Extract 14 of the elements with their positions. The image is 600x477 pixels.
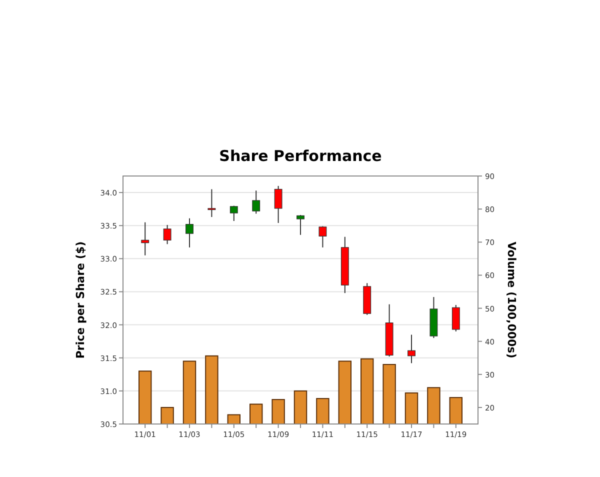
y2-axis-title: Volume (100,000s) [505, 242, 518, 358]
candlestick [163, 224, 172, 245]
candlestick [141, 222, 150, 256]
candlestick [252, 190, 260, 214]
candlestick [296, 214, 304, 236]
candlestick [230, 205, 238, 222]
candlestick [318, 226, 327, 248]
candlestick [452, 304, 460, 332]
y-axis-title: Price per Share ($) [74, 241, 87, 359]
candlestick [408, 334, 416, 364]
candlestick [208, 188, 216, 218]
candlestick [274, 185, 282, 224]
chart-title: Share Performance [219, 147, 382, 165]
candlestick [186, 218, 194, 248]
